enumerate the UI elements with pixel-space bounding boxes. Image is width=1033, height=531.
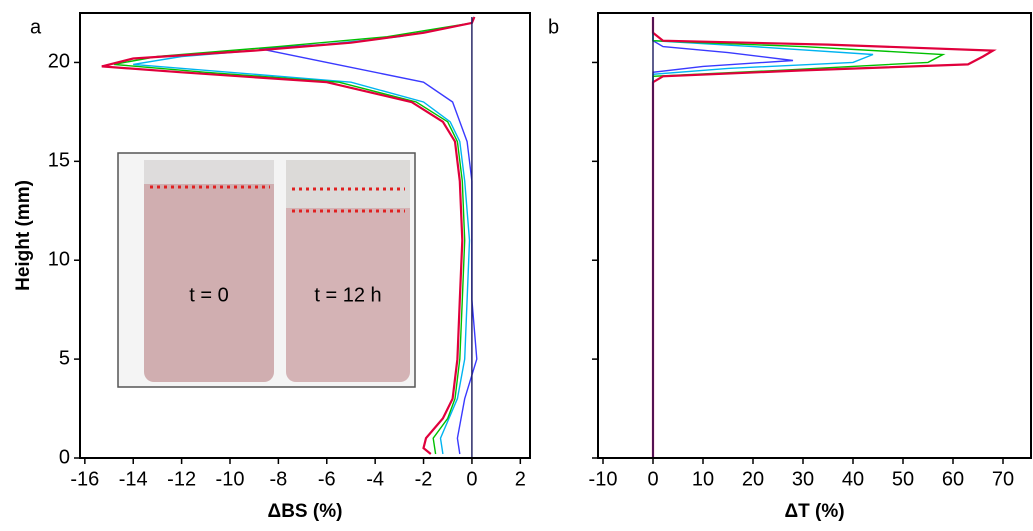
curve — [652, 17, 946, 458]
y-axis-label: Height (mm) — [13, 180, 34, 291]
x-tick-label: 70 — [992, 468, 1014, 490]
curve — [113, 16, 476, 455]
panel-label: a — [30, 16, 42, 38]
x-tick-label: 0 — [647, 468, 658, 490]
curve — [652, 17, 874, 458]
x-tick-label: -16 — [70, 468, 99, 490]
curve — [652, 17, 794, 458]
inset-label: t = 0 — [189, 284, 228, 306]
panel-label: b — [548, 16, 559, 38]
curve — [101, 16, 476, 455]
x-tick-label: -12 — [167, 468, 196, 490]
inset-photo: t = 0 t = 12 h — [117, 152, 416, 388]
y-tick-label: 0 — [59, 446, 70, 468]
plot-frame — [597, 12, 1032, 459]
x-tick-label: -4 — [366, 468, 384, 490]
x-tick-label: 10 — [692, 468, 714, 490]
x-tick-label: -6 — [318, 468, 336, 490]
x-tick-label: -2 — [415, 468, 433, 490]
x-axis-label: ΔBS (%) — [268, 501, 343, 522]
x-tick-label: 2 — [515, 468, 526, 490]
y-tick-label: 5 — [59, 347, 70, 369]
x-tick-label: -14 — [119, 468, 148, 490]
y-tick-label: 10 — [48, 249, 70, 271]
x-axis-label: ΔT (%) — [784, 501, 844, 522]
x-tick-label: -10 — [216, 468, 245, 490]
x-tick-label: -8 — [269, 468, 287, 490]
x-tick-label: 60 — [942, 468, 964, 490]
x-tick-label: 40 — [842, 468, 864, 490]
inset-label: t = 12 h — [314, 284, 381, 306]
x-tick-label: 0 — [466, 468, 477, 490]
y-tick-label: 15 — [48, 150, 70, 172]
y-tick-label: 20 — [48, 51, 70, 73]
plot-frame — [79, 12, 531, 459]
x-tick-label: 50 — [892, 468, 914, 490]
panel: -10 0 10 20 30 40 50 60 70 b ΔT (%) — [548, 12, 1032, 522]
curve — [651, 17, 997, 458]
x-tick-label: -10 — [589, 468, 618, 490]
x-tick-label: 30 — [792, 468, 814, 490]
x-tick-label: 20 — [742, 468, 764, 490]
